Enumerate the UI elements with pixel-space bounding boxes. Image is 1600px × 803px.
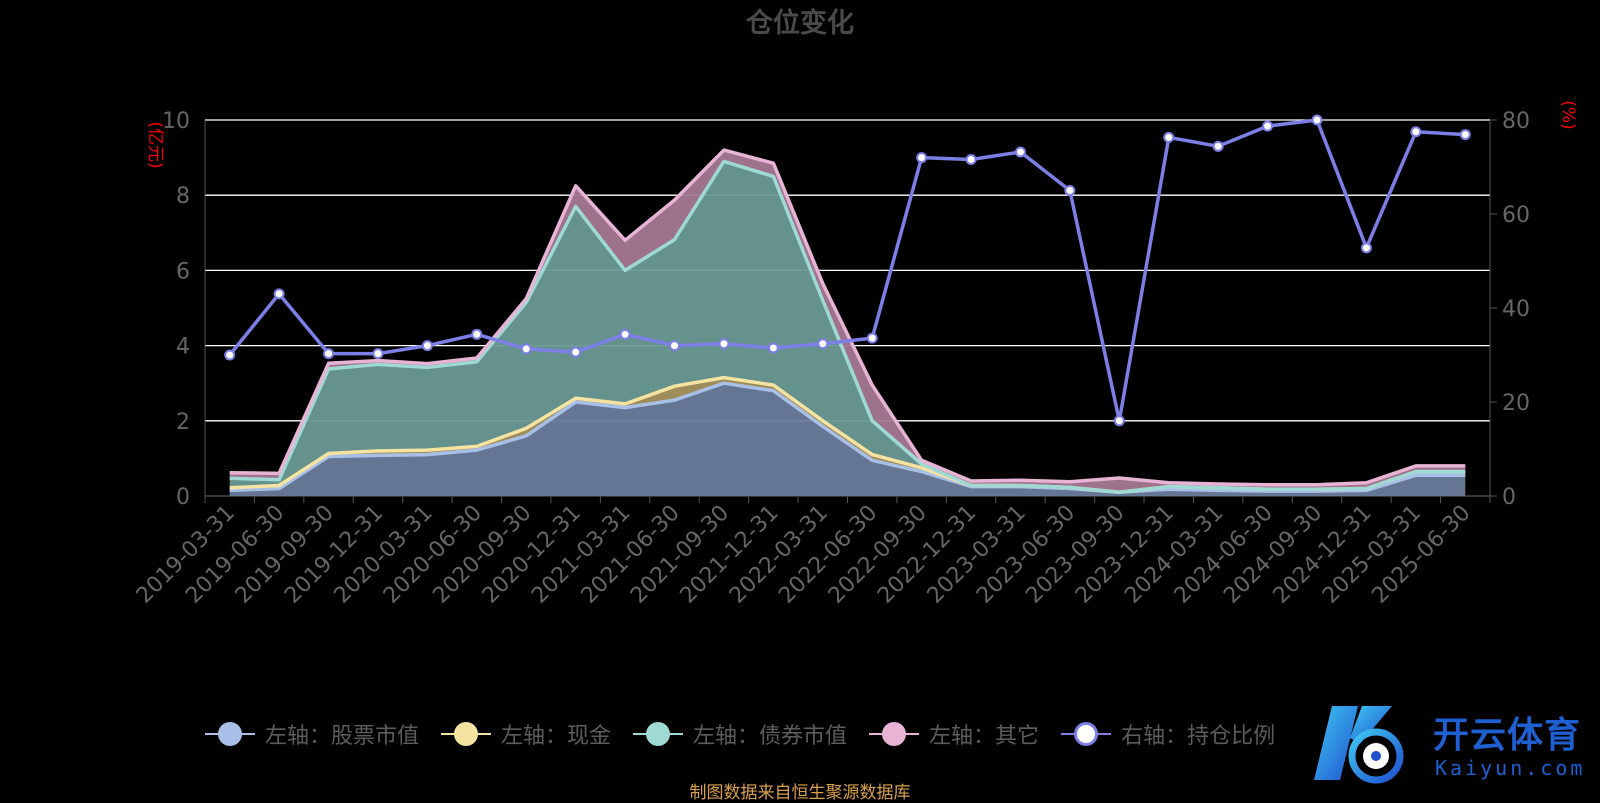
legend-label-stock: 左轴：股票市值 <box>265 724 420 749</box>
ratio-point <box>916 152 928 164</box>
legend-label-cash: 左轴：现金 <box>501 724 612 749</box>
left-tick-label: 2 <box>176 410 190 435</box>
right-tick-label: 80 <box>1502 109 1530 134</box>
legend-label-other: 左轴：其它 <box>929 724 1040 749</box>
ratio-point <box>1360 242 1372 254</box>
ratio-point <box>767 342 779 354</box>
area-0 <box>229 383 1466 496</box>
ratio-point <box>1262 120 1274 132</box>
legend: 左轴：股票市值 左轴：现金 左轴：债券市值 左轴：其它 右轴：持仓比例 <box>205 718 1275 750</box>
series-line-0 <box>229 381 1466 494</box>
chart-title: 仓位变化 <box>745 7 854 39</box>
ratio-point <box>866 332 878 344</box>
ratio-point <box>965 153 977 165</box>
ratio-point <box>817 338 829 350</box>
right-tick-label: 0 <box>1502 485 1516 510</box>
ratio-point <box>1459 129 1471 141</box>
ratio-point <box>323 348 335 360</box>
legend-item-ratio[interactable]: 右轴：持仓比例 <box>1061 718 1275 750</box>
right-axis-unit: (%) <box>1558 100 1578 129</box>
watermark-title: 开云体育 <box>1433 715 1582 756</box>
legend-label-bond: 左轴：债券市值 <box>693 724 848 749</box>
legend-item-other[interactable]: 左轴：其它 <box>869 718 1039 750</box>
data-source-note: 制图数据来自恒生聚源数据库 <box>689 783 911 803</box>
kaiyun-logo-icon <box>1314 706 1404 784</box>
right-tick-label: 40 <box>1502 297 1530 322</box>
legend-item-bond[interactable]: 左轴：债券市值 <box>633 718 847 750</box>
ratio-point <box>224 349 236 361</box>
right-tick-label: 60 <box>1502 203 1530 228</box>
ratio-point <box>520 343 532 355</box>
left-tick-label: 8 <box>176 184 190 209</box>
watermark-logo: 开云体育 Kaiyun.com <box>1310 698 1600 798</box>
ratio-point <box>1014 146 1026 158</box>
ratio-point <box>669 340 681 352</box>
legend-label-ratio: 右轴：持仓比例 <box>1121 724 1276 749</box>
ratio-point <box>1064 185 1076 196</box>
series-line-2 <box>229 159 1466 494</box>
left-tick-label: 10 <box>162 109 190 134</box>
ratio-point <box>273 288 285 300</box>
legend-swatch-ratio-icon <box>1061 721 1112 747</box>
left-axis-unit: (亿元) <box>145 121 165 168</box>
ratio-point <box>471 328 483 340</box>
left-tick-label: 6 <box>176 259 190 284</box>
legend-swatch-bond-icon <box>633 721 684 747</box>
legend-item-cash[interactable]: 左轴：现金 <box>441 718 611 750</box>
legend-swatch-cash-icon <box>441 721 492 747</box>
ratio-point <box>1113 415 1125 427</box>
ratio-point <box>1311 114 1323 126</box>
legend-item-stock[interactable]: 左轴：股票市值 <box>205 718 419 750</box>
right-tick-label: 20 <box>1502 391 1530 416</box>
ratio-point <box>1163 131 1175 143</box>
ratio-point <box>619 328 631 340</box>
ratio-point <box>1410 126 1422 138</box>
ratio-point <box>372 348 384 360</box>
left-tick-label: 4 <box>176 335 190 360</box>
ratio-point <box>1212 140 1224 152</box>
area-2 <box>229 161 1466 493</box>
legend-swatch-other-icon <box>869 721 920 747</box>
ratio-point <box>421 340 433 352</box>
ratio-point <box>718 338 730 350</box>
ratio-point <box>570 346 582 358</box>
ratio-line <box>228 118 1466 423</box>
series-line-3 <box>229 148 1466 487</box>
legend-swatch-stock-icon <box>205 721 255 747</box>
left-tick-label: 0 <box>176 485 190 510</box>
watermark-subtitle: Kaiyun.com <box>1435 756 1586 780</box>
